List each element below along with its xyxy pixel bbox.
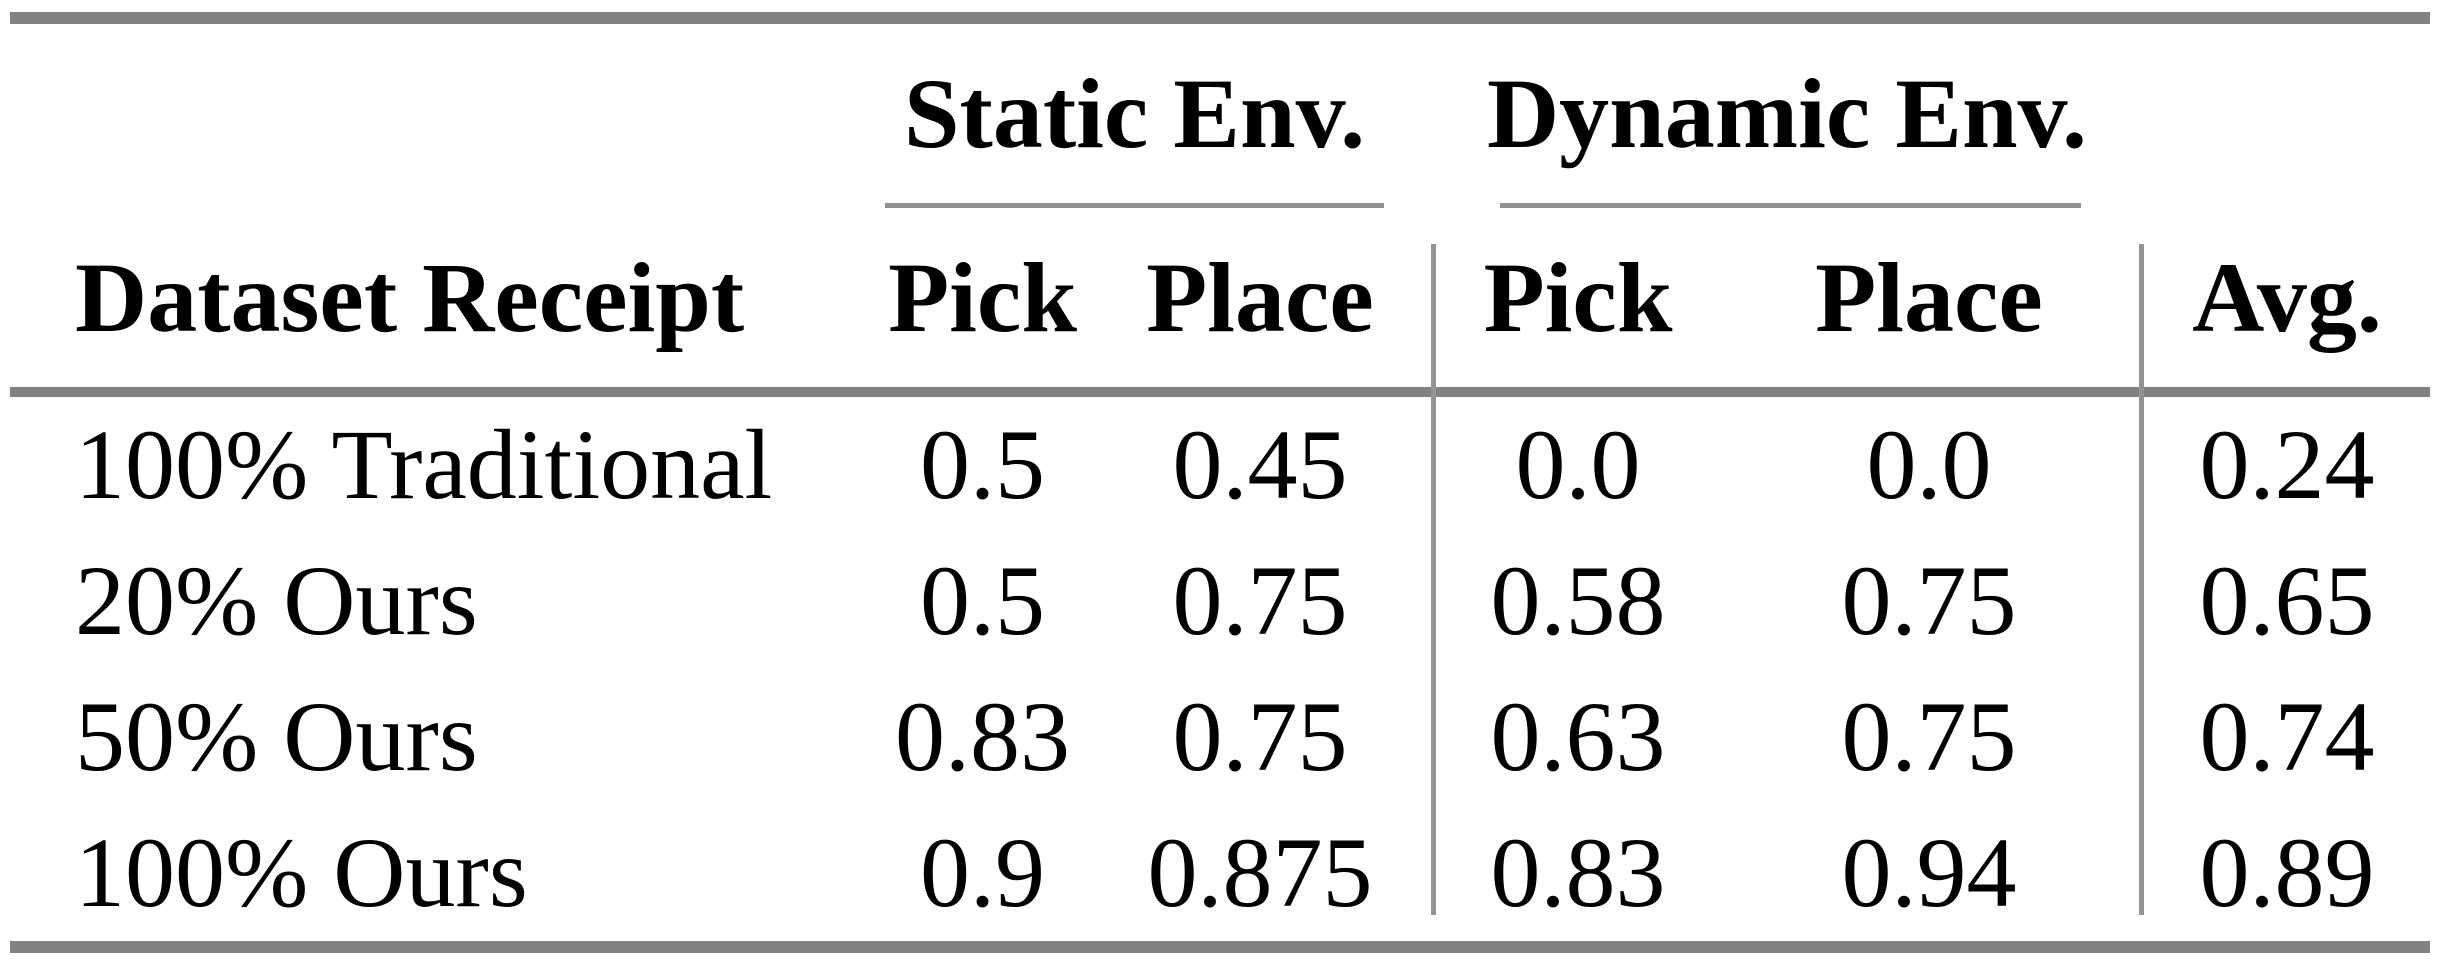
- cell-value: 0.94: [1841, 817, 2017, 928]
- column-header-avg: Avg.: [2192, 241, 2382, 353]
- static-env-underline-rule: [885, 203, 1384, 208]
- row-label: 50% Ours: [75, 681, 478, 792]
- colgroup-header-dynamic-env: Dynamic Env.: [1486, 57, 2088, 169]
- cell-value: 0.83: [895, 681, 1070, 792]
- column-header-dynamic-place: Place: [1815, 241, 2043, 353]
- cell-value: 0.875: [1147, 817, 1373, 928]
- cell-value: 0.5: [920, 545, 1045, 656]
- cell-value: 0.0: [1866, 409, 1992, 520]
- cell-value: 0.74: [2199, 681, 2375, 792]
- cell-value: 0.63: [1490, 681, 1666, 792]
- dynamic-env-underline-rule: [1500, 203, 2081, 208]
- results-table: Static Env. Dynamic Env. Dataset Receipt…: [10, 12, 2430, 953]
- row-label: 100% Ours: [75, 817, 528, 928]
- table-top-rule: [10, 12, 2430, 24]
- cell-value: 0.75: [1172, 545, 1348, 656]
- column-header-static-pick: Pick: [888, 241, 1077, 353]
- vertical-separator-dynamic-avg: [2138, 244, 2144, 915]
- column-header-dynamic-pick: Pick: [1483, 241, 1673, 353]
- cell-value: 0.24: [2199, 409, 2375, 520]
- cell-value: 0.83: [1490, 817, 1666, 928]
- cell-value: 0.0: [1515, 409, 1641, 520]
- colgroup-header-static-env: Static Env.: [903, 57, 1366, 169]
- table-header-rule: [10, 387, 2430, 397]
- row-label: 100% Traditional: [75, 409, 773, 520]
- cell-value: 0.58: [1490, 545, 1666, 656]
- column-header-dataset-receipt: Dataset Receipt: [75, 241, 745, 353]
- vertical-separator-static-dynamic: [1430, 244, 1436, 915]
- table-bottom-rule: [10, 941, 2430, 953]
- cell-value: 0.75: [1841, 545, 2017, 656]
- cell-value: 0.65: [2199, 545, 2375, 656]
- row-label: 20% Ours: [75, 545, 478, 656]
- column-header-static-place: Place: [1146, 241, 1374, 353]
- cell-value: 0.89: [2199, 817, 2375, 928]
- cell-value: 0.75: [1841, 681, 2017, 792]
- cell-value: 0.45: [1172, 409, 1348, 520]
- cell-value: 0.75: [1172, 681, 1348, 792]
- cell-value: 0.5: [920, 409, 1045, 520]
- cell-value: 0.9: [920, 817, 1045, 928]
